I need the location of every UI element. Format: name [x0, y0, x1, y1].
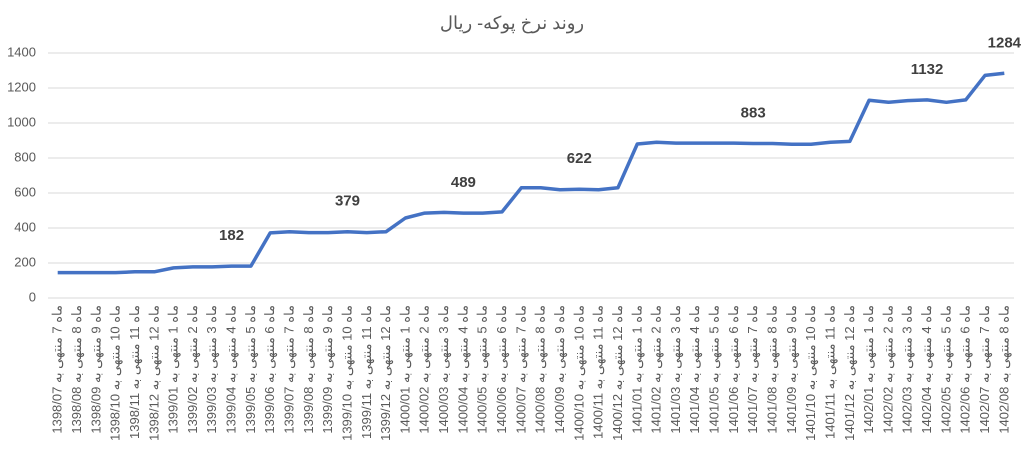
data-label: 1284 — [988, 34, 1022, 51]
x-tick-label: ماه 3 منتهی به 1402/03 — [900, 305, 916, 434]
x-tick-label: ماه 12 منتهی به 1400/12 — [610, 305, 626, 441]
x-tick-label: ماه 9 منتهی به 1401/09 — [784, 305, 800, 434]
x-tick-label: ماه 8 منتهی به 1402/08 — [996, 305, 1012, 434]
x-tick-label: ماه 1 منتهی به 1399/01 — [166, 305, 182, 434]
x-tick-label: ماه 11 منتهی به 1401/11 — [822, 305, 838, 439]
y-tick-label: 600 — [14, 184, 36, 199]
x-tick-label: ماه 6 منتهی به 1399/06 — [262, 305, 278, 434]
x-tick-label: ماه 10 منتهی به 1400/10 — [571, 305, 587, 441]
x-tick-label: ماه 7 منتهی به 1402/07 — [977, 305, 993, 434]
x-tick-label: ماه 8 منتهی به 1399/08 — [301, 305, 317, 434]
x-tick-label: ماه 2 منتهی به 1402/02 — [880, 305, 896, 434]
x-tick-label: ماه 7 منتهی به 1398/07 — [50, 305, 66, 434]
x-tick-label: ماه 1 منتهی به 1400/01 — [397, 305, 413, 434]
x-tick-label: ماه 4 منتهی به 1402/04 — [919, 305, 935, 434]
x-tick-label: ماه 2 منتهی به 1399/02 — [185, 305, 201, 434]
y-tick-label: 400 — [14, 219, 36, 234]
x-tick-label: ماه 8 منتهی به 1401/08 — [765, 305, 781, 434]
line-series — [57, 71, 1005, 275]
x-tick-label: ماه 6 منتهی به 1401/06 — [726, 305, 742, 434]
x-tick-label: ماه 12 منتهی به 1401/12 — [842, 305, 858, 441]
y-tick-label: 800 — [14, 149, 36, 164]
data-label: 622 — [567, 150, 592, 167]
x-tick-label: ماه 1 منتهی به 1402/01 — [861, 305, 877, 434]
x-tick-label: ماه 1 منتهی به 1401/01 — [629, 305, 645, 434]
x-tick-label: ماه 7 منتهی به 1400/07 — [513, 305, 529, 434]
x-tick-label: ماه 11 منتهی به 1399/11 — [359, 305, 375, 439]
data-label: 379 — [335, 193, 360, 210]
x-tick-label: ماه 3 منتهی به 1401/03 — [668, 305, 684, 434]
y-tick-label: 0 — [29, 289, 36, 304]
x-tick-label: ماه 7 منتهی به 1401/07 — [745, 305, 761, 434]
x-tick-label: ماه 7 منتهی به 1399/07 — [282, 305, 298, 434]
x-tick-label: ماه 2 منتهی به 1401/02 — [649, 305, 665, 434]
x-tick-label: ماه 9 منتهی به 1398/09 — [88, 305, 104, 434]
x-tick-label: ماه 5 منتهی به 1399/05 — [243, 305, 259, 434]
x-tick-label: ماه 12 منتهی به 1398/12 — [146, 305, 162, 441]
x-tick-label: ماه 5 منتهی به 1400/05 — [475, 305, 491, 434]
x-tick-label: ماه 10 منتهی به 1399/10 — [339, 305, 355, 441]
data-label: 1132 — [911, 61, 944, 78]
y-tick-label: 1200 — [7, 79, 36, 94]
x-tick-label: ماه 12 منتهی به 1399/12 — [378, 305, 394, 441]
x-tick-label: ماه 8 منتهی به 1400/08 — [533, 305, 549, 434]
x-tick-label: ماه 3 منتهی به 1399/03 — [204, 305, 220, 434]
data-label: 182 — [219, 227, 244, 244]
x-tick-label: ماه 8 منتهی به 1398/08 — [69, 305, 85, 434]
data-label: 489 — [451, 174, 476, 191]
x-tick-label: ماه 11 منتهی به 1398/11 — [127, 305, 143, 439]
x-tick-label: ماه 4 منتهی به 1399/04 — [224, 305, 240, 434]
x-tick-label: ماه 3 منتهی به 1400/03 — [436, 305, 452, 434]
x-tick-label: ماه 6 منتهی به 1400/06 — [494, 305, 510, 434]
x-tick-label: ماه 9 منتهی به 1399/09 — [320, 305, 336, 434]
x-tick-label: ماه 6 منتهی به 1402/06 — [958, 305, 974, 434]
x-tick-label: ماه 9 منتهی به 1400/09 — [552, 305, 568, 434]
x-tick-label: ماه 4 منتهی به 1401/04 — [687, 305, 703, 434]
y-tick-label: 1400 — [7, 44, 36, 59]
y-tick-label: 1000 — [7, 114, 36, 129]
x-tick-label: ماه 2 منتهی به 1400/02 — [417, 305, 433, 434]
x-tick-label: ماه 4 منتهی به 1400/04 — [455, 305, 471, 434]
data-label: 883 — [741, 104, 766, 121]
chart-title: روند نرخ پوکه- ریال — [440, 13, 584, 34]
x-tick-label: ماه 5 منتهی به 1401/05 — [707, 305, 723, 434]
y-tick-label: 200 — [14, 254, 36, 269]
x-tick-label: ماه 11 منتهی به 1400/11 — [591, 305, 607, 439]
x-tick-label: ماه 5 منتهی به 1402/05 — [938, 305, 954, 434]
x-tick-label: ماه 10 منتهی به 1401/10 — [803, 305, 819, 441]
x-tick-label: ماه 10 منتهی به 1398/10 — [108, 305, 124, 441]
